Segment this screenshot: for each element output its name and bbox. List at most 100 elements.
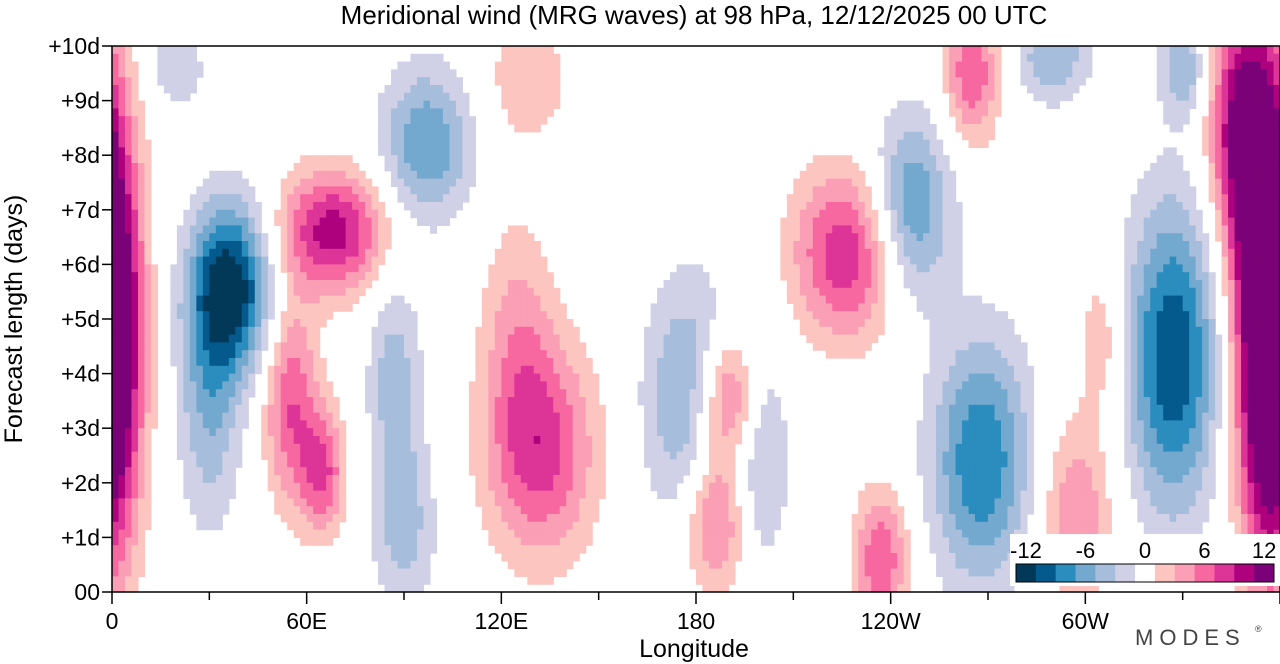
field-cell xyxy=(663,350,671,359)
field-cell xyxy=(319,311,327,320)
field-cell xyxy=(183,77,191,86)
field-cell xyxy=(124,225,133,234)
field-cell xyxy=(936,280,944,289)
field-cell xyxy=(124,264,133,273)
field-cell xyxy=(332,225,340,234)
field-cell xyxy=(527,287,535,297)
field-cell xyxy=(1267,202,1275,211)
field-cell xyxy=(410,163,418,172)
field-cell xyxy=(1260,256,1268,265)
field-cell xyxy=(1150,233,1158,242)
field-cell xyxy=(202,295,210,304)
field-cell xyxy=(968,467,976,476)
field-cell xyxy=(981,467,989,476)
field-cell xyxy=(598,467,606,476)
field-cell xyxy=(118,467,126,476)
field-cell xyxy=(786,233,794,242)
field-cell xyxy=(994,358,1002,367)
field-cell xyxy=(1124,280,1132,289)
field-cell xyxy=(150,287,159,297)
field-cell xyxy=(1072,69,1080,78)
field-cell xyxy=(910,131,918,141)
field-cell xyxy=(131,85,139,94)
field-cell xyxy=(916,436,924,445)
field-cell xyxy=(929,155,937,164)
field-cell xyxy=(1273,451,1280,460)
field-cell xyxy=(767,451,775,460)
field-cell xyxy=(488,404,496,414)
field-cell xyxy=(1026,381,1035,390)
field-cell xyxy=(397,303,405,312)
field-cell xyxy=(189,436,197,445)
field-cell xyxy=(1241,256,1249,265)
field-cell xyxy=(1176,350,1184,359)
field-cell xyxy=(404,350,412,359)
field-cell xyxy=(1267,397,1275,406)
field-cell xyxy=(540,451,548,460)
field-cell xyxy=(838,303,846,312)
field-cell xyxy=(1176,186,1184,195)
field-cell xyxy=(1254,342,1262,351)
field-cell xyxy=(715,436,723,445)
field-cell xyxy=(371,397,379,406)
field-cell xyxy=(1241,248,1249,258)
field-cell xyxy=(1234,194,1242,203)
field-cell xyxy=(1221,272,1229,281)
field-cell xyxy=(592,389,600,398)
field-cell xyxy=(137,248,146,258)
field-cell xyxy=(416,100,425,109)
field-cell xyxy=(955,124,963,133)
field-cell xyxy=(864,194,872,203)
field-cell xyxy=(378,116,386,125)
field-cell xyxy=(196,334,204,343)
field-cell xyxy=(988,61,996,70)
field-cell xyxy=(1150,365,1158,375)
field-cell xyxy=(780,256,788,265)
field-cell xyxy=(429,69,438,78)
field-cell xyxy=(1234,436,1242,445)
field-cell xyxy=(378,350,386,359)
field-cell xyxy=(890,139,898,148)
field-cell xyxy=(910,194,918,203)
field-cell xyxy=(475,381,483,390)
field-cell xyxy=(721,397,730,406)
field-cell xyxy=(1273,326,1280,336)
field-cell xyxy=(189,389,197,398)
field-cell xyxy=(306,319,314,328)
field-cell xyxy=(903,155,911,164)
field-cell xyxy=(553,85,561,94)
field-cell xyxy=(559,326,567,336)
field-cell xyxy=(1254,272,1262,281)
field-cell xyxy=(929,443,937,453)
field-cell xyxy=(189,326,197,336)
field-cell xyxy=(994,404,1002,414)
field-cell xyxy=(923,420,931,429)
field-cell xyxy=(183,443,191,453)
field-cell xyxy=(1247,428,1255,437)
field-cell xyxy=(676,381,684,390)
field-cell xyxy=(124,287,133,297)
field-cell xyxy=(222,233,230,242)
field-cell xyxy=(949,178,957,187)
field-cell xyxy=(222,225,230,234)
field-cell xyxy=(1091,412,1099,421)
field-cell xyxy=(955,287,963,297)
field-cell xyxy=(1215,373,1223,382)
field-cell xyxy=(540,287,548,297)
field-cell xyxy=(404,69,412,78)
field-cell xyxy=(793,225,801,234)
field-cell xyxy=(942,412,950,421)
field-cell xyxy=(1143,436,1151,445)
field-cell xyxy=(209,373,217,382)
field-cell xyxy=(708,459,717,468)
field-cell xyxy=(1189,428,1197,437)
field-cell xyxy=(248,303,256,312)
field-cell xyxy=(494,436,502,445)
field-cell xyxy=(955,389,963,398)
field-cell xyxy=(1143,342,1151,351)
field-cell xyxy=(416,404,425,414)
field-cell xyxy=(1059,92,1067,102)
field-cell xyxy=(293,358,301,367)
field-cell xyxy=(1260,412,1268,421)
field-cell xyxy=(975,373,983,382)
